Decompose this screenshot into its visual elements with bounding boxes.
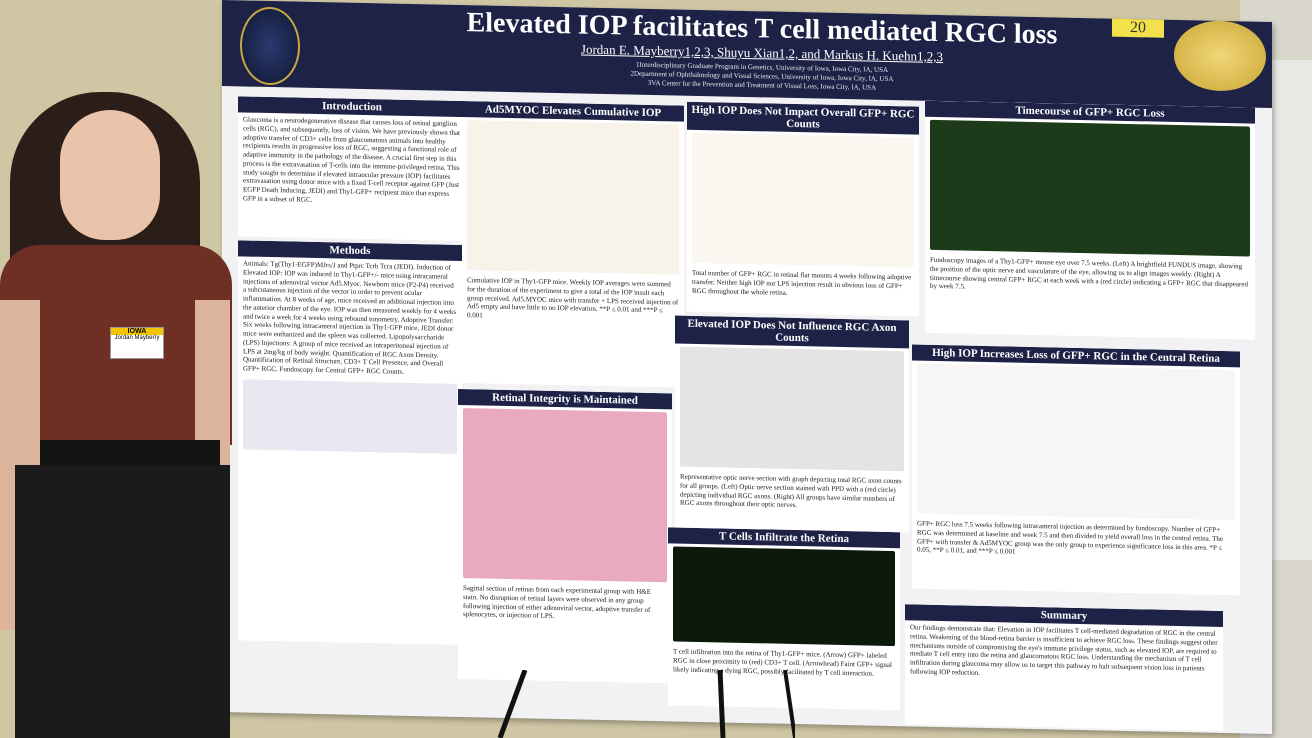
poster-section: High IOP Does Not Impact Overall GFP+ RG… xyxy=(687,101,919,317)
section-heading: High IOP Does Not Impact Overall GFP+ RG… xyxy=(687,101,919,135)
poster-section: Elevated IOP Does Not Influence RGC Axon… xyxy=(675,315,909,533)
section-heading: Retinal Integrity is Maintained xyxy=(458,388,672,410)
name-tag-org: IOWA xyxy=(111,328,163,335)
section-heading: Elevated IOP Does Not Influence RGC Axon… xyxy=(675,315,909,349)
poster-header: Elevated IOP facilitates T cell mediated… xyxy=(222,0,1272,108)
figure xyxy=(917,363,1235,521)
board-number: 20 xyxy=(1112,18,1164,38)
va-seal xyxy=(240,6,300,86)
person-belt xyxy=(40,440,220,468)
poster: Elevated IOP facilitates T cell mediated… xyxy=(222,0,1272,734)
name-tag-name: Jordan Mayberry xyxy=(114,335,160,341)
figure xyxy=(680,346,904,472)
section-text: Glaucoma is a neurodegenerative disease … xyxy=(243,115,460,204)
section-heading: Ad5MYOC Elevates Cumulative IOP xyxy=(462,101,684,122)
figure xyxy=(463,408,667,583)
poster-section: Introduction Glaucoma is a neurodegenerat… xyxy=(238,96,466,242)
poster-section: High IOP Increases Loss of GFP+ RGC in t… xyxy=(912,344,1240,596)
section-text: Animals: Tg(Thy1-EGFP)MJrs/J and Ptprc T… xyxy=(243,259,457,376)
name-tag: IOWA Jordan Mayberry xyxy=(110,327,164,359)
window xyxy=(1268,60,1312,560)
university-seal xyxy=(1174,19,1266,92)
section-text: Cumulative IOP in Thy1-GFP mice. Weekly … xyxy=(467,276,679,320)
figure xyxy=(243,379,457,454)
person-face xyxy=(60,110,160,240)
section-text: GFP+ RGC loss 7.5 weeks following intrac… xyxy=(917,519,1224,556)
person-pants xyxy=(15,465,230,738)
poster-section: Timecourse of GFP+ RGC Loss Fundoscopy im… xyxy=(925,100,1255,340)
poster-section: Summary Our findings demonstrate that: El… xyxy=(905,604,1223,731)
easel xyxy=(497,670,795,738)
poster-section: Ad5MYOC Elevates Cumulative IOP Cumulativ… xyxy=(462,101,684,388)
poster-section: Methods Animals: Tg(Thy1-EGFP)MJrs/J and … xyxy=(238,240,462,646)
figure xyxy=(467,120,679,275)
section-text: Representative optic nerve section with … xyxy=(680,472,902,510)
poster-section: Retinal Integrity is Maintained Sagittal … xyxy=(458,388,672,684)
section-text: Sagittal section of retinas from each ex… xyxy=(463,584,651,621)
figure xyxy=(673,546,895,647)
section-text: Total number of GFP+ RGC in retinal flat… xyxy=(692,268,912,297)
section-text: Our findings demonstrate that: Elevation… xyxy=(910,623,1218,677)
figure xyxy=(692,132,914,268)
figure xyxy=(930,119,1250,257)
section-text: Fundoscopy images of a Thy1-GFP+ mouse e… xyxy=(930,255,1248,291)
